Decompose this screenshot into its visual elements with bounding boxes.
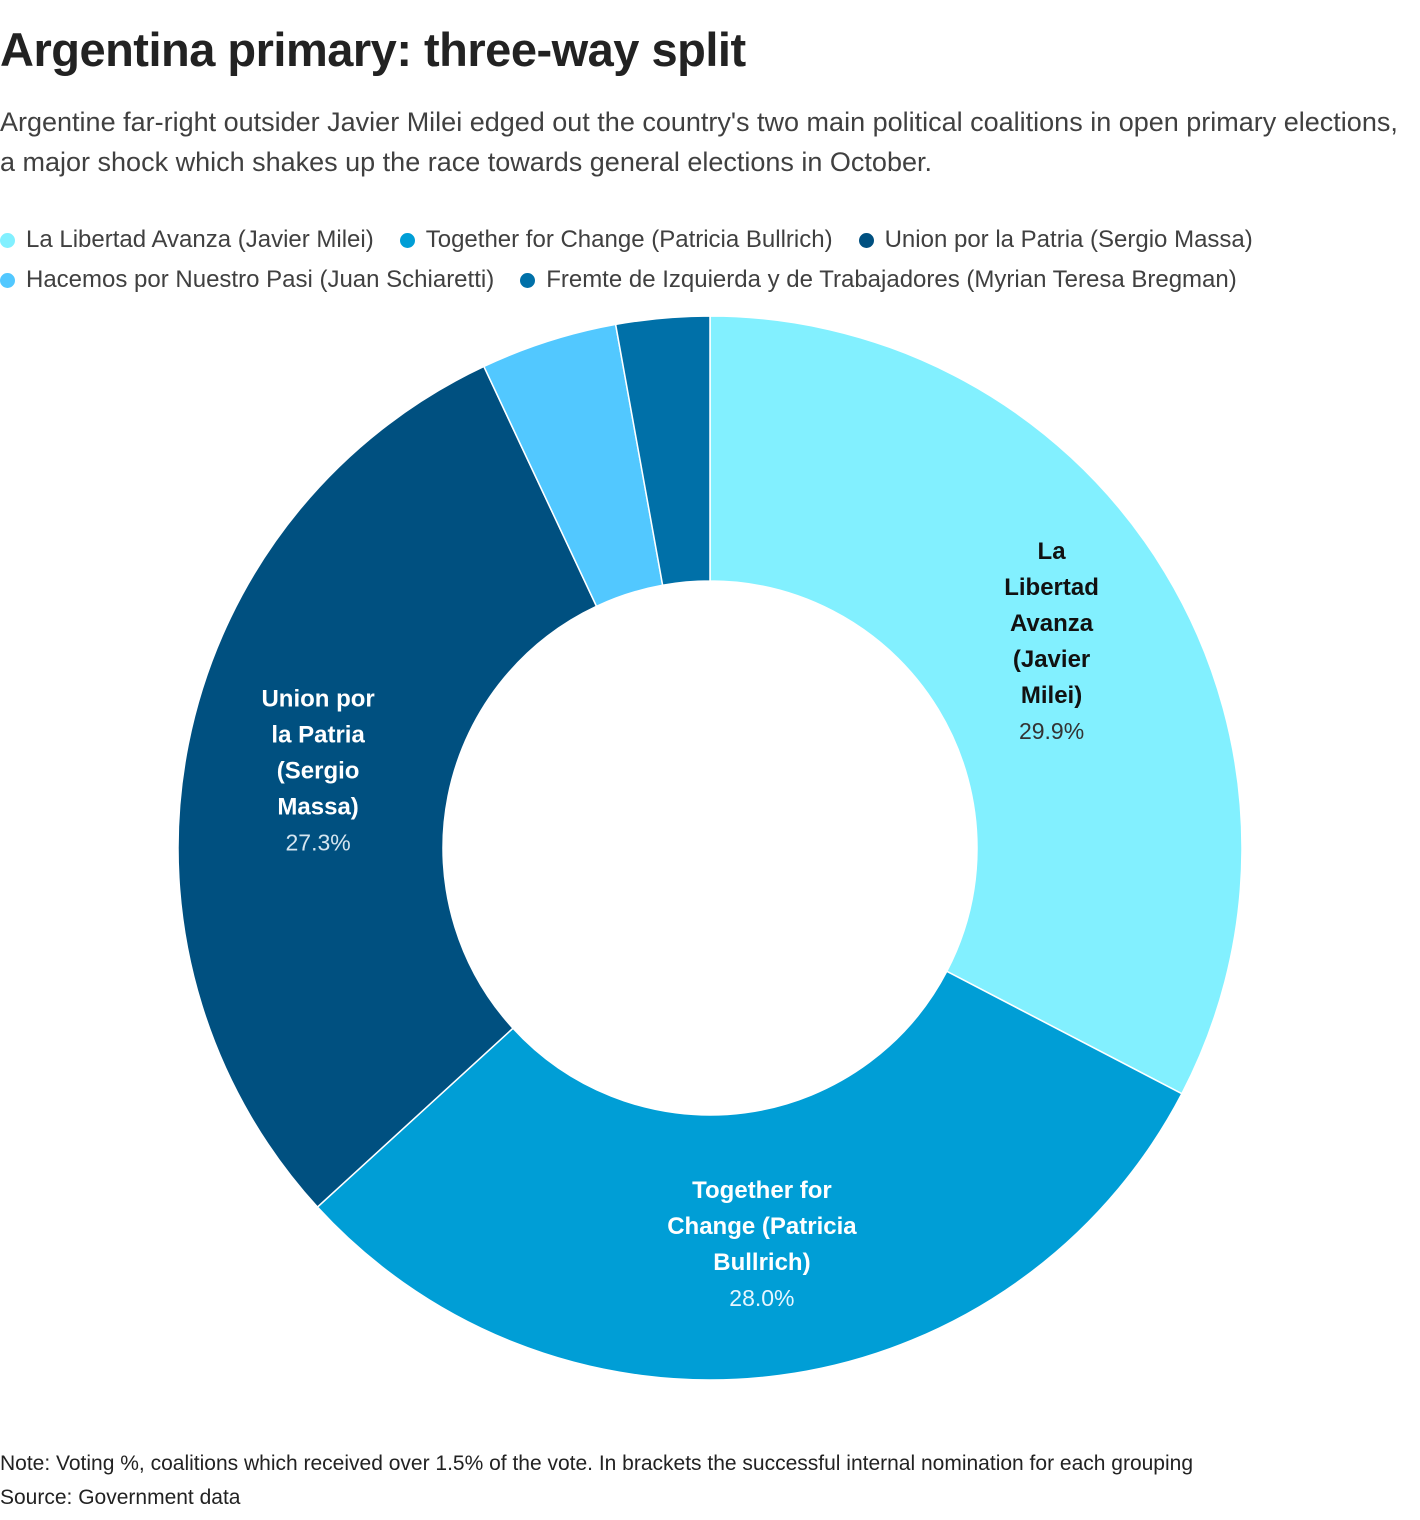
slice-label-line: Libertad (1004, 574, 1099, 601)
legend-swatch-icon (520, 272, 536, 288)
slice-label-line: Bullrich) (713, 1249, 810, 1276)
chart-subtitle: Argentine far-right outsider Javier Mile… (0, 107, 1398, 177)
chart-title: Argentina primary: three-way split (0, 23, 746, 76)
slice-union-por-la-patria[interactable] (177, 365, 598, 1209)
slice-fremte-de-izquierda-y-de-trabajadores[interactable] (614, 315, 711, 587)
chart-source: Source: Government data (0, 1486, 241, 1509)
slice-label-line: Massa) (277, 793, 358, 820)
slice-label-together-for-change: Together for Change (Patricia Bullrich) 28.… (667, 1177, 857, 1311)
slice-label-line: la Patria (271, 721, 365, 748)
slice-label-line: Union por (261, 685, 374, 712)
slice-label-la-libertad-avanza: La Libertad Avanza (Javier Milei) 29.9% (1004, 538, 1099, 744)
legend-item-la-libertad-avanza[interactable]: La Libertad Avanza (Javier Milei) (0, 226, 374, 254)
legend-swatch-icon (399, 232, 415, 248)
slice-label-line: (Javier (1013, 646, 1090, 673)
slice-label-line: Milei) (1021, 682, 1082, 709)
legend-item-together-for-change[interactable]: Together for Change (Patricia Bullrich) (399, 226, 833, 254)
slice-label-union-por-la-patria: Union por la Patria (Sergio Massa) 27.3% (261, 685, 374, 855)
legend-row: La Libertad Avanza (Javier Milei) Togeth… (0, 220, 1410, 260)
legend-label: Together for Change (Patricia Bullrich) (425, 226, 833, 253)
legend-item-fremte-de-izquierda[interactable]: Fremte de Izquierda y de Trabajadores (M… (520, 266, 1237, 294)
slice-label-line: La (1038, 538, 1067, 565)
legend-row: Hacemos por Nuestro Pasi (Juan Schiarett… (0, 260, 1410, 300)
slice-label-line: Together for (692, 1177, 832, 1204)
legend-label: La Libertad Avanza (Javier Milei) (26, 226, 374, 253)
slice-value-label: 29.9% (1019, 718, 1084, 744)
slice-la-libertad-avanza[interactable] (709, 315, 1243, 1095)
legend: La Libertad Avanza (Javier Milei) Togeth… (0, 220, 1410, 300)
slice-value-label: 27.3% (286, 829, 351, 855)
slice-together-for-change[interactable] (316, 970, 1183, 1381)
legend-item-hacemos-por-nuestro-pasi[interactable]: Hacemos por Nuestro Pasi (Juan Schiarett… (0, 266, 494, 294)
legend-item-union-por-la-patria[interactable]: Union por la Patria (Sergio Massa) (858, 226, 1253, 254)
slice-label-line: (Sergio (277, 757, 360, 784)
chart-note: Note: Voting %, coalitions which receive… (0, 1452, 1194, 1475)
donut-chart: La Libertad Avanza (Javier Milei) 29.9% Togeth… (177, 315, 1243, 1381)
slice-label-line: Change (Patricia (667, 1213, 857, 1240)
legend-label: Hacemos por Nuestro Pasi (Juan Schiarett… (26, 266, 495, 293)
legend-swatch-icon (858, 232, 874, 248)
slice-value-label: 28.0% (729, 1285, 794, 1311)
legend-swatch-icon (0, 232, 15, 248)
legend-swatch-icon (0, 272, 15, 288)
legend-label: Fremte de Izquierda y de Trabajadores (M… (546, 266, 1237, 293)
slice-label-line: Avanza (1010, 610, 1094, 637)
legend-label: Union por la Patria (Sergio Massa) (884, 226, 1253, 253)
